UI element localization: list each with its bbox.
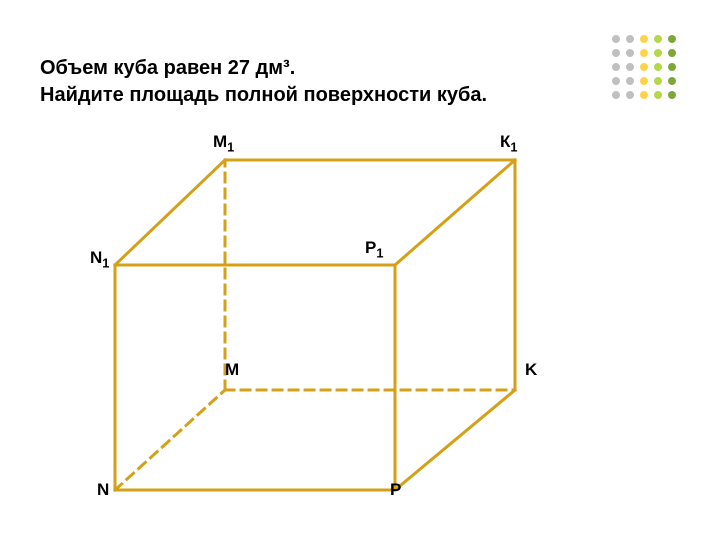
decor-dot (612, 35, 620, 43)
decor-dot (612, 91, 620, 99)
vertex-letter: Р (365, 238, 376, 257)
decor-dot (612, 63, 620, 71)
vertex-label: K (525, 360, 537, 380)
vertex-label: Р (390, 480, 401, 500)
problem-title: Объем куба равен 27 дм³. Найдите площадь… (40, 55, 487, 109)
decor-dot (654, 49, 662, 57)
cube-diagram: М1К1N1Р1MKNР (95, 130, 525, 515)
title-line2: Найдите площадь полной поверхности куба. (40, 82, 487, 109)
title-line1: Объем куба равен 27 дм³. (40, 55, 487, 82)
decor-dot (626, 35, 634, 43)
decor-dot (668, 49, 676, 57)
vertex-letter: N (90, 248, 102, 267)
decor-dot (654, 63, 662, 71)
decor-dot (654, 35, 662, 43)
vertex-label: N (97, 480, 109, 500)
vertex-subscript: 1 (102, 255, 109, 270)
decor-dot (640, 77, 648, 85)
vertex-letter: М (213, 132, 227, 151)
decor-dot (626, 49, 634, 57)
vertex-label: К1 (500, 132, 517, 154)
decor-dot (654, 77, 662, 85)
decor-dot (612, 77, 620, 85)
decor-dot (626, 91, 634, 99)
decor-dot (668, 63, 676, 71)
vertex-subscript: 1 (376, 245, 383, 260)
decor-dot (612, 49, 620, 57)
cube-edge (395, 390, 515, 490)
vertex-letter: К (500, 132, 510, 151)
decor-dot (626, 77, 634, 85)
decor-dot (626, 63, 634, 71)
decor-dot (668, 77, 676, 85)
decor-dot (654, 91, 662, 99)
vertex-label: Р1 (365, 238, 383, 260)
vertex-label: M (225, 360, 239, 380)
decor-dot (640, 35, 648, 43)
decor-dot (640, 63, 648, 71)
decor-dot (640, 49, 648, 57)
vertex-subscript: 1 (510, 139, 517, 154)
decor-dot (668, 91, 676, 99)
vertex-label: N1 (90, 248, 109, 270)
decor-dot (640, 91, 648, 99)
cube-edge (115, 390, 225, 490)
cube-edge (395, 160, 515, 265)
decor-dot (668, 35, 676, 43)
decor-dot-grid (612, 35, 690, 113)
vertex-label: М1 (213, 132, 234, 154)
cube-svg (95, 130, 525, 510)
vertex-subscript: 1 (227, 139, 234, 154)
cube-edge (115, 160, 225, 265)
